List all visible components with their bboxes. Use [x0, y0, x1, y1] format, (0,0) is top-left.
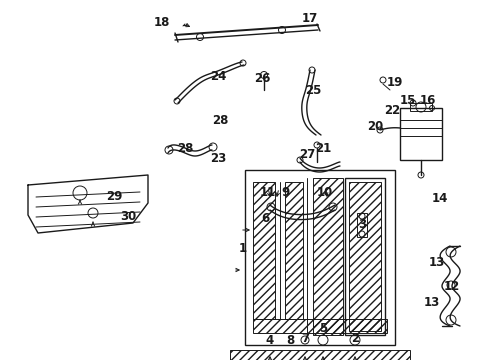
Text: 29: 29 [105, 189, 122, 202]
Text: 22: 22 [383, 104, 399, 117]
Bar [229, 350, 409, 360]
Bar [252, 182, 274, 319]
Text: 20: 20 [366, 120, 382, 132]
Text: 13: 13 [423, 296, 439, 309]
Bar [399, 108, 441, 160]
Bar [345, 178, 384, 335]
Text: 19: 19 [386, 76, 403, 89]
Text: 18: 18 [154, 15, 170, 28]
Bar [285, 182, 303, 319]
Text: 12: 12 [443, 279, 459, 292]
Text: 6: 6 [260, 211, 268, 225]
Bar [244, 170, 394, 345]
Text: 15: 15 [399, 94, 415, 107]
Text: 24: 24 [209, 69, 226, 82]
Bar [252, 319, 386, 333]
Text: 21: 21 [314, 141, 330, 154]
Text: 1: 1 [239, 242, 246, 255]
Text: 23: 23 [209, 152, 225, 165]
Bar [312, 178, 342, 335]
Text: 7: 7 [300, 332, 308, 345]
Text: 17: 17 [301, 12, 318, 24]
Text: 13: 13 [428, 256, 444, 269]
Text: 5: 5 [318, 321, 326, 334]
Text: 25: 25 [304, 84, 321, 96]
Bar [409, 103, 431, 111]
Text: 14: 14 [431, 192, 447, 204]
Text: 11: 11 [259, 186, 276, 199]
Text: 27: 27 [298, 148, 314, 161]
Text: 26: 26 [253, 72, 270, 85]
Text: 9: 9 [281, 186, 289, 199]
Bar [356, 213, 366, 237]
Text: 16: 16 [419, 94, 435, 107]
Bar [348, 182, 380, 331]
Text: 30: 30 [120, 210, 136, 222]
Text: 2: 2 [350, 332, 358, 345]
Text: 4: 4 [265, 333, 274, 346]
Text: 28: 28 [177, 141, 193, 154]
Text: 28: 28 [211, 113, 228, 126]
Text: 10: 10 [316, 186, 332, 199]
Text: 3: 3 [357, 217, 366, 230]
Text: 8: 8 [285, 333, 293, 346]
